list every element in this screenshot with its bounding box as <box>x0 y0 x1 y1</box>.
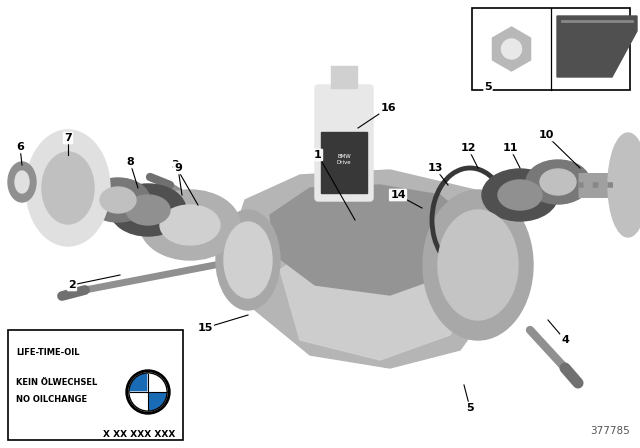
Ellipse shape <box>26 130 110 246</box>
Polygon shape <box>557 16 637 77</box>
Ellipse shape <box>608 133 640 237</box>
Ellipse shape <box>224 222 272 298</box>
Ellipse shape <box>100 187 136 213</box>
Ellipse shape <box>216 210 280 310</box>
Ellipse shape <box>86 178 150 222</box>
Ellipse shape <box>540 169 576 195</box>
Ellipse shape <box>110 184 186 236</box>
Ellipse shape <box>438 210 518 320</box>
Text: BMW
Drive: BMW Drive <box>337 154 351 164</box>
Text: 5: 5 <box>466 403 474 413</box>
Text: 9: 9 <box>174 163 182 173</box>
Wedge shape <box>148 392 166 410</box>
Text: 4: 4 <box>561 335 569 345</box>
Polygon shape <box>235 170 505 368</box>
Text: 11: 11 <box>502 143 518 153</box>
Text: 16: 16 <box>380 103 396 113</box>
Bar <box>321 132 367 193</box>
Text: 15: 15 <box>197 323 212 333</box>
Polygon shape <box>280 250 480 360</box>
Wedge shape <box>130 374 148 392</box>
Text: 13: 13 <box>428 163 443 173</box>
Bar <box>472 8 630 90</box>
Circle shape <box>126 370 170 414</box>
Text: 5: 5 <box>484 82 492 92</box>
Ellipse shape <box>8 162 36 202</box>
Polygon shape <box>270 185 475 295</box>
Text: NO OILCHANGE: NO OILCHANGE <box>16 395 87 404</box>
Text: 6: 6 <box>16 142 24 152</box>
Ellipse shape <box>160 205 220 245</box>
Bar <box>8 330 183 440</box>
Circle shape <box>502 39 522 59</box>
Ellipse shape <box>498 180 542 210</box>
Text: 3: 3 <box>171 160 179 170</box>
Wedge shape <box>130 392 148 410</box>
Text: 1: 1 <box>314 150 322 160</box>
Text: 8: 8 <box>126 157 134 167</box>
Ellipse shape <box>15 171 29 193</box>
Text: 2: 2 <box>68 280 76 290</box>
Text: 12: 12 <box>460 143 476 153</box>
Circle shape <box>129 373 167 411</box>
Ellipse shape <box>126 195 170 225</box>
Text: LIFE-TIME-OIL: LIFE-TIME-OIL <box>16 348 79 357</box>
Text: KEIN ÖLWECHSEL: KEIN ÖLWECHSEL <box>16 378 97 387</box>
Text: 10: 10 <box>538 130 554 140</box>
Ellipse shape <box>140 190 240 260</box>
Bar <box>331 66 357 88</box>
Text: X XX XXX XXX: X XX XXX XXX <box>102 430 175 439</box>
Ellipse shape <box>482 169 558 221</box>
Ellipse shape <box>526 160 590 204</box>
Wedge shape <box>148 374 166 392</box>
Text: 7: 7 <box>64 133 72 143</box>
Text: 14: 14 <box>390 190 406 200</box>
Ellipse shape <box>423 190 533 340</box>
Text: 377785: 377785 <box>590 426 630 436</box>
Ellipse shape <box>42 152 94 224</box>
FancyBboxPatch shape <box>315 85 373 201</box>
